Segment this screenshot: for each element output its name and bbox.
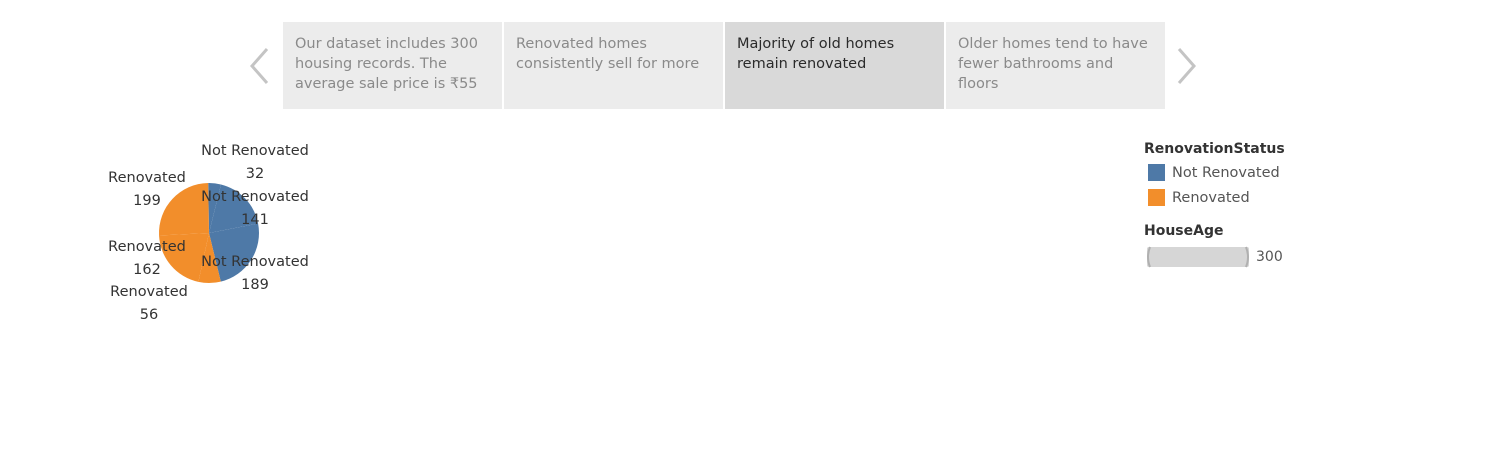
pie-label-name: Renovated: [110, 284, 188, 300]
legend-item-label: Renovated: [1172, 189, 1250, 206]
legend-item-not-renovated[interactable]: Not Renovated: [1144, 160, 1344, 185]
pie-label-value: 189: [241, 277, 269, 293]
story-navigator: Our dataset includes 300 housing records…: [247, 22, 1207, 109]
pie-slice-not-renovated-189[interactable]: [209, 223, 259, 282]
story-prev-button[interactable]: [247, 46, 273, 86]
chevron-right-icon: [1177, 48, 1197, 84]
story-point-1[interactable]: Our dataset includes 300 housing records…: [283, 22, 502, 109]
story-point-text: consistently sell for more: [516, 56, 700, 72]
story-point-text: fewer bathrooms and: [958, 56, 1114, 72]
story-point-text: housing records. The: [295, 56, 447, 72]
pie-label-not-renovated-189: Not Renovated 189: [200, 251, 310, 297]
pie-chart: Not Renovated 32 Not Renovated 141 Not R…: [0, 130, 340, 330]
story-point-text: average sale price is ₹55: [295, 76, 478, 92]
pie-label-renovated-162: Renovated 162: [102, 236, 192, 282]
chevron-left-icon: [249, 48, 269, 84]
pie-label-not-renovated-32: Not Renovated 32: [200, 140, 310, 186]
pie-label-value: 32: [245, 166, 265, 182]
legend-panel: RenovationStatus Not Renovated Renovated…: [1144, 138, 1344, 272]
pie-chart-svg: [159, 183, 259, 283]
pie-label-value: 56: [139, 307, 159, 323]
legend-item-label: Not Renovated: [1172, 164, 1280, 181]
story-next-button[interactable]: [1173, 46, 1199, 86]
story-point-3[interactable]: Majority of old homes remain renovated: [725, 22, 944, 109]
pie-slice-not-renovated-32[interactable]: [208, 183, 221, 233]
pie-label-renovated-199: Renovated 199: [102, 167, 192, 213]
story-point-text: Our dataset includes 300: [295, 36, 478, 52]
story-point-text: remain renovated: [737, 56, 867, 72]
size-legend-max-label: 300: [1256, 249, 1283, 265]
legend-swatch: [1148, 164, 1165, 181]
color-legend-title: RenovationStatus: [1144, 141, 1285, 157]
size-legend-title: HouseAge: [1144, 223, 1224, 239]
pie-label-name: Renovated: [108, 170, 186, 186]
story-point-text: Majority of old homes: [737, 36, 895, 52]
pie-slice-renovated-199[interactable]: [159, 183, 209, 236]
size-legend: 300: [1144, 242, 1344, 272]
legend-item-renovated[interactable]: Renovated: [1144, 185, 1344, 210]
pie-label-name: Not Renovated: [201, 143, 309, 159]
story-point-2[interactable]: Renovated homes consistently sell for mo…: [504, 22, 723, 109]
legend-swatch: [1148, 189, 1165, 206]
pie-label-not-renovated-141: Not Renovated 141: [200, 186, 310, 232]
story-point-text: Renovated homes: [516, 36, 647, 52]
story-point-4[interactable]: Older homes tend to have fewer bathrooms…: [946, 22, 1165, 109]
pie-slice-renovated-162[interactable]: [159, 233, 209, 282]
pie-label-value: 162: [133, 262, 161, 278]
story-point-text: Older homes tend to have: [958, 36, 1148, 52]
pie-label-value: 199: [133, 193, 161, 209]
pie-slice-renovated-56[interactable]: [198, 233, 221, 283]
pie-slice-not-renovated-141[interactable]: [209, 184, 259, 233]
pie-label-value: 141: [241, 212, 269, 228]
story-point-text: floors: [958, 76, 999, 92]
pie-label-name: Not Renovated: [201, 254, 309, 270]
pie-label-name: Renovated: [108, 239, 186, 255]
pie-label-name: Not Renovated: [201, 189, 309, 205]
size-legend-bar: [1147, 246, 1249, 268]
pie-label-renovated-56: Renovated 56: [104, 281, 194, 327]
